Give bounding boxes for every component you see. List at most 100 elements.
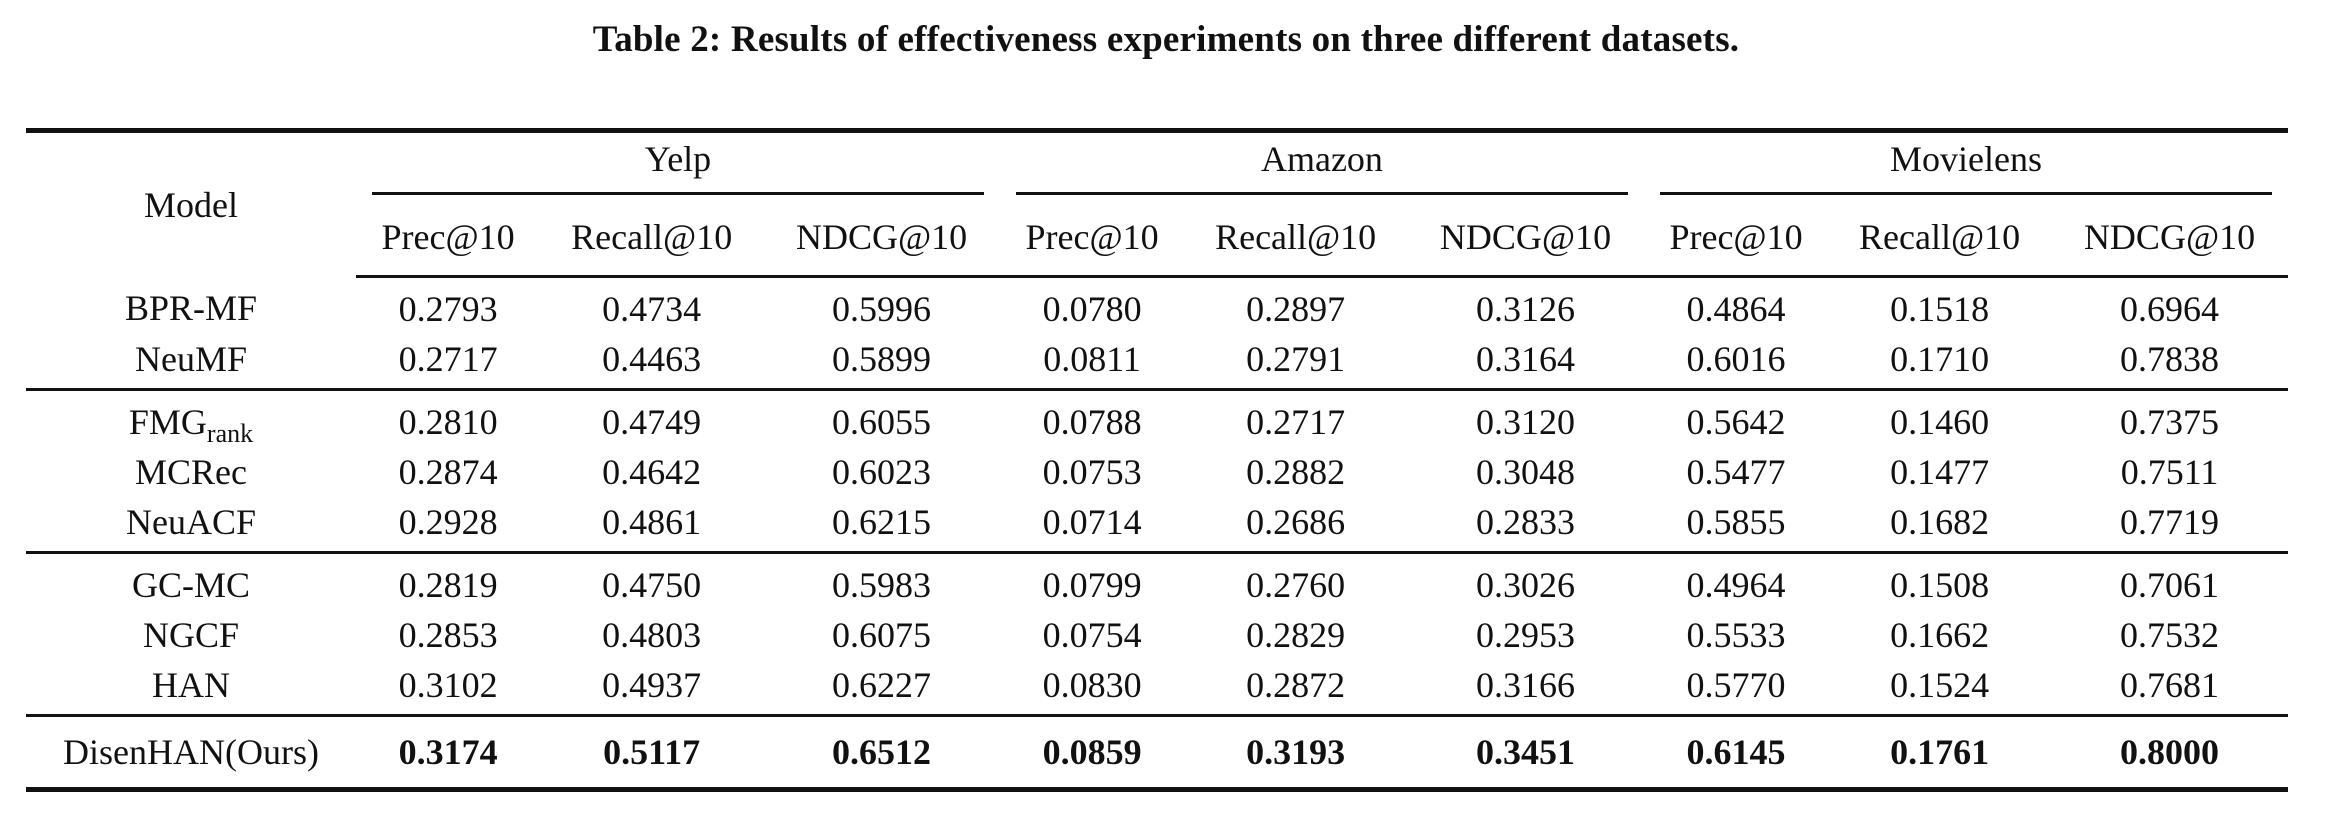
metric-value-cell: 0.4749 [602, 402, 702, 442]
metric-value-cell: 0.2853 [398, 615, 498, 655]
metric-value-cell: 0.2819 [398, 565, 498, 605]
model-name-cell: MCRec [26, 447, 356, 497]
model-name: BPR-MF [124, 288, 258, 329]
metric-value-cell: 0.7375 [2120, 402, 2220, 442]
model-name: NeuACF [125, 502, 256, 542]
metric-value-cell: 0.5533 [1686, 615, 1786, 655]
metric-value-cell: 0.4964 [1686, 565, 1786, 605]
metric-header-yelp-recall: Recall@10 [540, 199, 764, 278]
metric-value-cell: 0.1761 [1890, 732, 1990, 772]
metric-value-cell: 0.0799 [1042, 565, 1142, 605]
metric-value-cell: 0.0753 [1042, 452, 1142, 492]
metric-value-cell: 0.5855 [1686, 502, 1786, 542]
metric-value-cell: 0.6023 [832, 452, 932, 492]
metric-value-cell: 0.2928 [398, 502, 498, 542]
metric-value-cell: 0.2717 [1246, 402, 1346, 442]
metric-value-cell: 0.1508 [1890, 565, 1990, 605]
metric-value-cell: 0.0830 [1042, 665, 1142, 705]
metric-value-cell: 0.3193 [1246, 732, 1346, 772]
dataset-header-yelp: Yelp [356, 133, 1000, 199]
table-row: GC-MC 0.2819 0.4750 0.5983 0.0799 0.2760 0.302… [26, 554, 2288, 610]
model-name: NeuMF [134, 339, 247, 379]
metric-value-cell: 0.5117 [603, 732, 701, 772]
metric-value-cell: 0.2791 [1246, 339, 1346, 379]
metric-value-cell: 0.4750 [602, 565, 702, 605]
model-column-header: Model [144, 184, 238, 225]
group-divider [26, 714, 2288, 718]
metric-value-cell: 0.2793 [398, 289, 498, 329]
metric-value-cell: 0.3120 [1476, 402, 1576, 442]
metric-value-cell: 0.0859 [1042, 732, 1142, 772]
metric-value-cell: 0.3451 [1476, 732, 1576, 772]
model-name: MCRec [135, 452, 247, 492]
table-row: HAN 0.3102 0.4937 0.6227 0.0830 0.2872 0.3166 0… [26, 660, 2288, 716]
metric-value-cell: 0.4734 [602, 289, 702, 329]
metric-value-cell: 0.3174 [398, 732, 498, 772]
metric-header-movielens-recall: Recall@10 [1828, 199, 2052, 278]
metric-value-cell: 0.1662 [1890, 615, 1990, 655]
model-name: NGCF [142, 615, 240, 655]
metric-value-cell: 0.5983 [832, 565, 932, 605]
metric-value-cell: 0.2760 [1246, 565, 1346, 605]
table-row: MCRec 0.2874 0.4642 0.6023 0.0753 0.2882 0.304… [26, 447, 2288, 497]
metric-value-cell: 0.7061 [2120, 565, 2220, 605]
model-name: HAN [152, 665, 230, 705]
metric-value-cell: 0.1460 [1890, 402, 1990, 442]
metric-header-movielens-ndcg: NDCG@10 [2051, 199, 2288, 278]
model-name-cell: DisenHAN(Ours) [26, 717, 356, 790]
metric-value-cell: 0.0714 [1042, 502, 1142, 542]
metric-value-cell: 0.2717 [398, 339, 498, 379]
metric-header-amazon-recall: Recall@10 [1184, 199, 1408, 278]
model-name-subscript: rank [206, 419, 254, 448]
metric-header-amazon-ndcg: NDCG@10 [1407, 199, 1644, 278]
model-name: DisenHAN(Ours) [63, 732, 319, 772]
metric-value-cell: 0.2810 [398, 402, 498, 442]
metric-value-cell: 0.2833 [1476, 502, 1576, 542]
metric-value-cell: 0.5770 [1686, 665, 1786, 705]
metric-value-cell: 0.2953 [1476, 615, 1576, 655]
model-name-cell: NeuACF [26, 497, 356, 553]
metric-value-cell: 0.5899 [832, 339, 932, 379]
metric-value-cell: 0.7532 [2120, 615, 2220, 655]
metric-value-cell: 0.3102 [398, 665, 498, 705]
table-row: NeuACF 0.2928 0.4861 0.6215 0.0714 0.2686 0.28… [26, 497, 2288, 553]
metric-value-cell: 0.7511 [2120, 452, 2219, 492]
model-name-cell: NGCF [26, 610, 356, 660]
metric-value-cell: 0.4463 [602, 339, 702, 379]
metric-value-cell: 0.7838 [2120, 339, 2220, 379]
model-name: GC-MC [131, 565, 251, 605]
table-row: BPR-MF 0.2793 0.4734 0.5996 0.0780 0.2897 0.31… [26, 277, 2288, 335]
metric-value-cell: 0.0811 [1043, 339, 1141, 379]
metric-value-cell: 0.6215 [832, 502, 932, 542]
metric-value-cell: 0.6964 [2120, 289, 2220, 329]
model-name: FMG [128, 402, 207, 442]
dataset-header-movielens: Movielens [1644, 133, 2288, 199]
metric-value-cell: 0.4864 [1686, 289, 1786, 329]
metric-value-cell: 0.3164 [1476, 339, 1576, 379]
metric-value-cell: 0.6075 [832, 615, 932, 655]
metric-value-cell: 0.2897 [1246, 289, 1346, 329]
table-row: NGCF 0.2853 0.4803 0.6075 0.0754 0.2829 0.2953… [26, 610, 2288, 660]
metric-value-cell: 0.7681 [2120, 665, 2220, 705]
metric-value-cell: 0.0780 [1042, 289, 1142, 329]
metric-value-cell: 0.5477 [1686, 452, 1786, 492]
metric-value-cell: 0.1682 [1890, 502, 1990, 542]
metric-value-cell: 0.6227 [832, 665, 932, 705]
results-table: Model Yelp Amazon Movielens Prec@10 Reca… [26, 128, 2288, 794]
model-name-cell: HAN [26, 660, 356, 716]
model-name-cell: GC-MC [26, 554, 356, 610]
metric-value-cell: 0.6055 [832, 402, 932, 442]
metric-value-cell: 0.7719 [2120, 502, 2220, 542]
metric-value-cell: 0.2829 [1246, 615, 1346, 655]
model-name-cell: BPR-MF [26, 277, 356, 335]
table-row: FMGrank 0.2810 0.4749 0.6055 0.0788 0.2717 0.3… [26, 391, 2288, 447]
metric-value-cell: 0.8000 [2120, 732, 2220, 772]
metric-value-cell: 0.4642 [602, 452, 702, 492]
metric-value-cell: 0.2872 [1246, 665, 1346, 705]
metric-value-cell: 0.6512 [832, 732, 932, 772]
metric-value-cell: 0.1524 [1890, 665, 1990, 705]
table-row: DisenHAN(Ours) 0.3174 0.5117 0.6512 0.0859 0.… [26, 717, 2288, 790]
metric-value-cell: 0.0754 [1042, 615, 1142, 655]
metric-value-cell: 0.6145 [1686, 732, 1786, 772]
metric-value-cell: 0.5642 [1686, 402, 1786, 442]
